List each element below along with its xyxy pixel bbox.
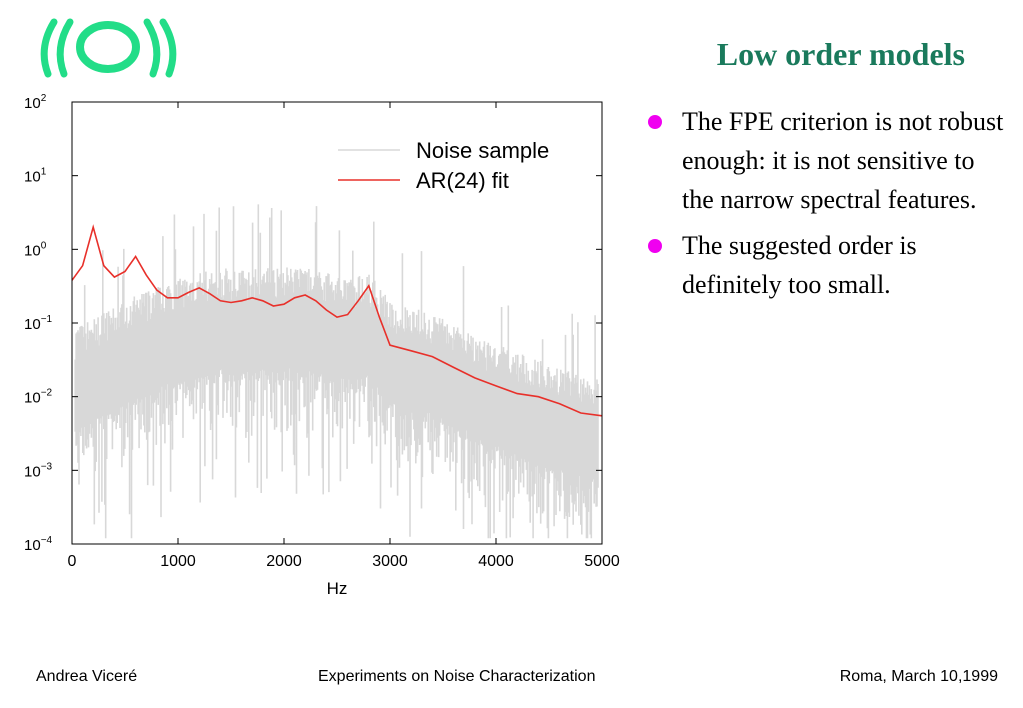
- footer-talk-title: Experiments on Noise Characterization: [318, 668, 596, 685]
- chart-legend: Noise sample AR(24) fit: [338, 138, 549, 193]
- x-tick-label: 4000: [478, 553, 514, 570]
- x-tick-label: 2000: [266, 553, 302, 570]
- ar-fit-series: [71, 224, 603, 417]
- spectrum-chart: 0 1000 2000 3000 4000 5000 102 101 100 10−1 10−2 10…: [24, 93, 620, 598]
- x-tick-label: 5000: [584, 553, 620, 570]
- bullet-item: The FPE criterion is not robust enough: …: [648, 102, 1008, 219]
- page-title: Low order models: [716, 36, 965, 72]
- y-tick-label: 100: [24, 240, 47, 259]
- bullet-dot-icon: [648, 239, 662, 253]
- legend-label: Noise sample: [416, 138, 549, 163]
- x-axis-label: Hz: [327, 579, 348, 598]
- bullet-text: The suggested order is definitely too sm…: [682, 231, 917, 299]
- y-tick-label: 10−4: [24, 535, 53, 554]
- logo-ring: [76, 21, 140, 73]
- y-tick-label: 10−2: [24, 388, 53, 407]
- bullet-dot-icon: [648, 115, 662, 129]
- y-tick-label: 10−3: [24, 461, 53, 480]
- y-tick-label: 10−1: [24, 314, 53, 333]
- logo-arcs: [40, 18, 177, 78]
- bullet-list: The FPE criterion is not robust enough: …: [648, 102, 1008, 311]
- noise-sample-series: [74, 204, 599, 539]
- legend-label: AR(24) fit: [416, 168, 509, 193]
- x-tick-label: 3000: [372, 553, 408, 570]
- bullet-item: The suggested order is definitely too sm…: [648, 226, 1008, 304]
- y-tick-label: 101: [24, 167, 47, 186]
- bullet-text: The FPE criterion is not robust enough: …: [682, 107, 1004, 214]
- y-tick-label: 102: [24, 93, 47, 112]
- x-tick-label: 0: [68, 553, 77, 570]
- footer-author: Andrea Viceré: [36, 668, 138, 685]
- institute-logo: [40, 18, 177, 78]
- x-tick-label: 1000: [160, 553, 196, 570]
- footer-date: Roma, March 10,1999: [839, 668, 998, 685]
